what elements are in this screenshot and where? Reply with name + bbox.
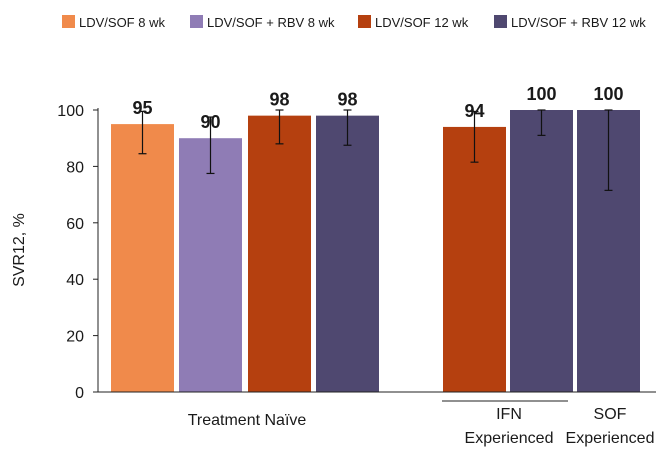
group-label-1: IFN Experienced xyxy=(465,406,554,447)
y-axis: 0 20 40 60 80 100 xyxy=(57,103,99,402)
y-axis-label: SVR12, % xyxy=(11,213,28,287)
y-tick-label-100: 100 xyxy=(57,103,84,120)
bar-value-label-4: 94 xyxy=(464,101,484,121)
legend-label-2: LDV/SOF 12 wk xyxy=(375,15,469,30)
bar-5 xyxy=(510,110,573,392)
x-axis: Treatment Naïve IFN Experienced SOF Experien… xyxy=(98,391,656,447)
group-label-2: SOF Experienced xyxy=(566,406,655,447)
legend-swatch-3 xyxy=(494,15,507,28)
bar-2 xyxy=(248,115,311,392)
bar-1 xyxy=(179,138,242,392)
legend-label-3: LDV/SOF + RBV 12 wk xyxy=(511,15,646,30)
bar-4 xyxy=(443,126,506,393)
legend-swatch-0 xyxy=(62,15,75,28)
legend-label-0: LDV/SOF 8 wk xyxy=(79,15,165,30)
bar-0 xyxy=(111,124,174,392)
bar-value-label-3: 98 xyxy=(337,90,357,110)
y-tick-label-60: 60 xyxy=(66,216,84,233)
bar-value-label-1: 90 xyxy=(200,112,220,132)
legend-swatch-2 xyxy=(358,15,371,28)
bar-value-label-5: 100 xyxy=(526,84,556,104)
y-tick-label-80: 80 xyxy=(66,159,84,176)
legend-label-1: LDV/SOF + RBV 8 wk xyxy=(207,15,335,30)
bar-3 xyxy=(316,115,379,392)
y-tick-label-40: 40 xyxy=(66,272,84,289)
y-tick-label-20: 20 xyxy=(66,329,84,346)
bar-value-label-6: 100 xyxy=(593,84,623,104)
bar-value-label-0: 95 xyxy=(132,98,152,118)
bars: 95 90 98 98 94 100 100 xyxy=(111,84,640,393)
legend-swatch-1 xyxy=(190,15,203,28)
bar-value-label-2: 98 xyxy=(269,90,289,110)
legend: LDV/SOF 8 wk LDV/SOF + RBV 8 wk LDV/SOF 12… xyxy=(62,15,646,30)
group-label-0: Treatment Naïve xyxy=(188,412,307,429)
y-tick-label-0: 0 xyxy=(75,385,84,402)
